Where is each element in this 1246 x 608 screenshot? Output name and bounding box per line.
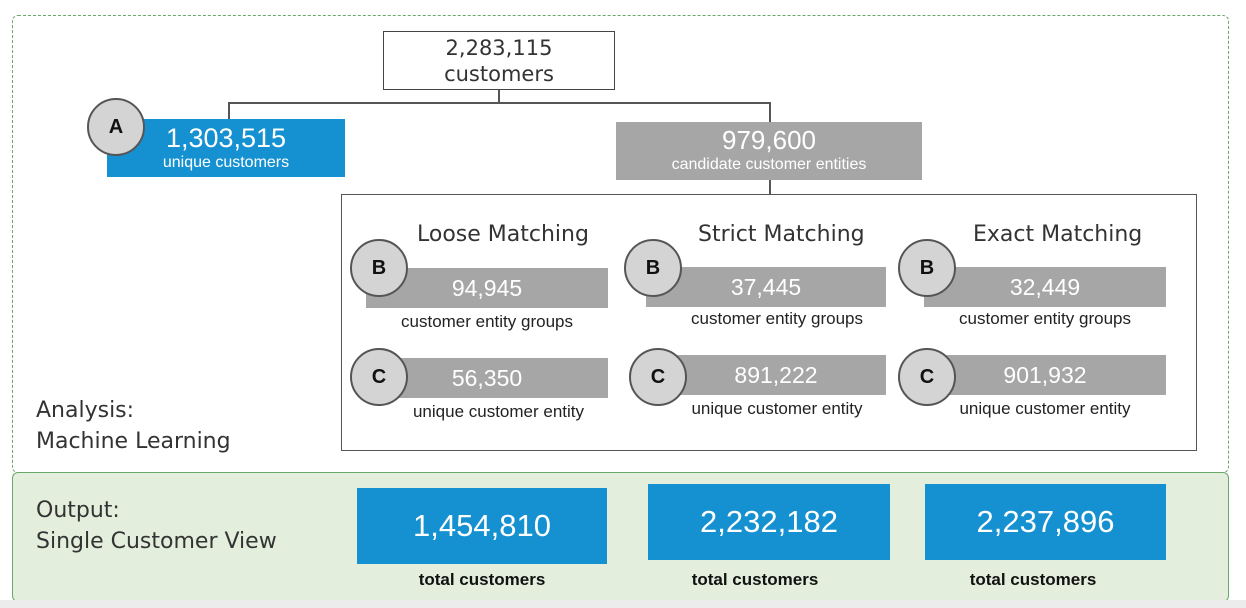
exact-groups-bar: 32,449 [924,267,1166,307]
exact-groups-label: customer entity groups [959,309,1131,328]
exact-unique-label: unique customer entity [959,399,1131,418]
unique-customers-label: unique customers [162,154,290,171]
strict-unique-label: unique customer entity [691,399,863,418]
strict-matching-title: Strict Matching [698,222,865,247]
loose-matching-title: Loose Matching [417,222,589,247]
marker-a: A [87,98,145,156]
output-line-2: Single Customer View [36,529,277,554]
candidate-count: 979,600 [722,125,816,155]
candidate-label: candidate customer entities [671,156,867,173]
output-label: Output: Single Customer View [36,495,277,557]
unique-customers-count: 1,303,515 [165,123,287,153]
exact-total-box: 2,237,896 [925,484,1166,560]
connector-right-down [769,102,771,122]
root-count: 2,283,115 [445,36,553,60]
loose-groups-label: customer entity groups [401,312,573,331]
strict-total-box: 2,232,182 [648,484,890,560]
connector-left-down [228,102,230,119]
output-line-1: Output: [36,498,120,523]
loose-marker-b: B [350,239,408,297]
exact-marker-c: C [898,348,956,406]
strict-unique-bar: 891,222 [666,355,886,395]
strict-marker-b: B [624,239,682,297]
strict-groups-bar: 37,445 [646,267,886,307]
candidate-entities-box: 979,600 candidate customer entities [616,122,922,180]
exact-marker-b: B [898,239,956,297]
connector-root-down [498,90,500,103]
exact-total-label: total customers [969,570,1097,589]
analysis-line-1: Analysis: [36,398,135,423]
root-customers-box: 2,283,115 customers [383,31,615,90]
loose-marker-c: C [350,348,408,406]
connector-horizontal [228,102,770,104]
loose-total-box: 1,454,810 [357,488,607,564]
loose-unique-label: unique customer entity [412,402,585,421]
loose-total-label: total customers [418,570,546,589]
strict-groups-label: customer entity groups [691,309,863,328]
exact-matching-title: Exact Matching [973,222,1143,247]
analysis-line-2: Machine Learning [36,429,231,454]
root-label: customers [444,62,554,86]
analysis-label: Analysis: Machine Learning [36,395,231,457]
matching-panel [341,194,1197,451]
unique-customers-box: 1,303,515 unique customers [107,119,345,177]
connector-candidates-down [769,180,771,194]
bottom-strip [0,600,1246,608]
strict-total-label: total customers [691,570,819,589]
exact-unique-bar: 901,932 [924,355,1166,395]
strict-marker-c: C [629,348,687,406]
